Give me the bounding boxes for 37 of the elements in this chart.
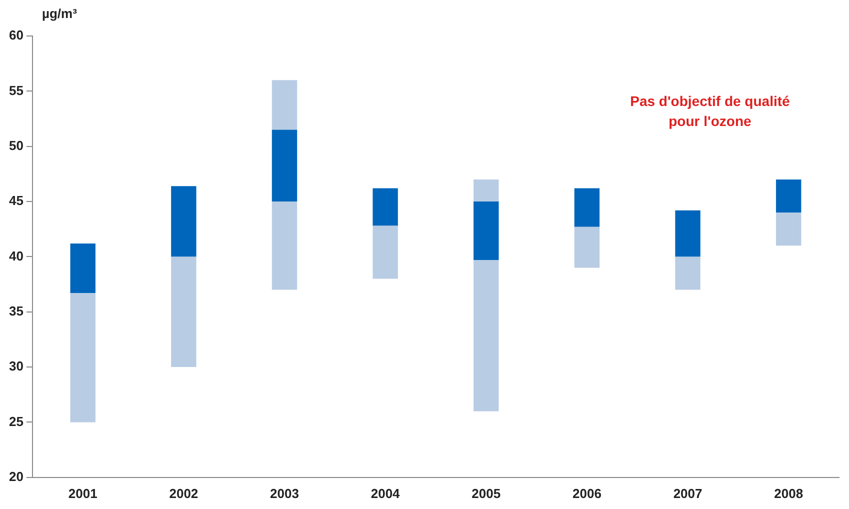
y-tick-label: 35 (8, 303, 24, 318)
y-tick-label: 25 (8, 414, 24, 429)
x-tick-label: 2007 (673, 486, 702, 501)
bar (474, 260, 499, 412)
x-tick-label: 2002 (169, 486, 198, 501)
y-axis-title: µg/m³ (42, 6, 77, 21)
bar (171, 256, 196, 368)
y-tick-label: 40 (8, 248, 24, 264)
x-tick-label: 2006 (572, 486, 602, 501)
bar (70, 243, 96, 294)
y-tick-label: 45 (8, 193, 24, 208)
bar (272, 130, 298, 202)
y-tick-label: 55 (8, 82, 24, 98)
bar (272, 202, 298, 290)
annotation: Pas d'objectif de qualité pour l'ozone (630, 93, 790, 129)
bar (474, 202, 499, 260)
bar (675, 256, 700, 290)
y-tick-label: 50 (8, 138, 24, 153)
bar (675, 210, 700, 257)
bar (574, 226, 600, 268)
x-tick-label: 2003 (270, 486, 299, 501)
x-tick-label: 2008 (774, 486, 804, 501)
x-tick-label: 2001 (68, 486, 98, 501)
y-tick-label: 60 (8, 28, 24, 43)
bar (171, 186, 196, 257)
bar (776, 212, 802, 246)
x-tick-label: 2004 (370, 486, 401, 501)
bar (272, 80, 298, 130)
y-tick-label: 20 (8, 468, 24, 484)
bar (776, 179, 802, 213)
bar (372, 188, 398, 226)
bar (474, 179, 499, 202)
x-tick-label: 2005 (472, 486, 501, 501)
bar (372, 226, 398, 279)
y-tick-label: 30 (8, 358, 24, 374)
bar (70, 293, 96, 422)
bar (574, 188, 600, 227)
